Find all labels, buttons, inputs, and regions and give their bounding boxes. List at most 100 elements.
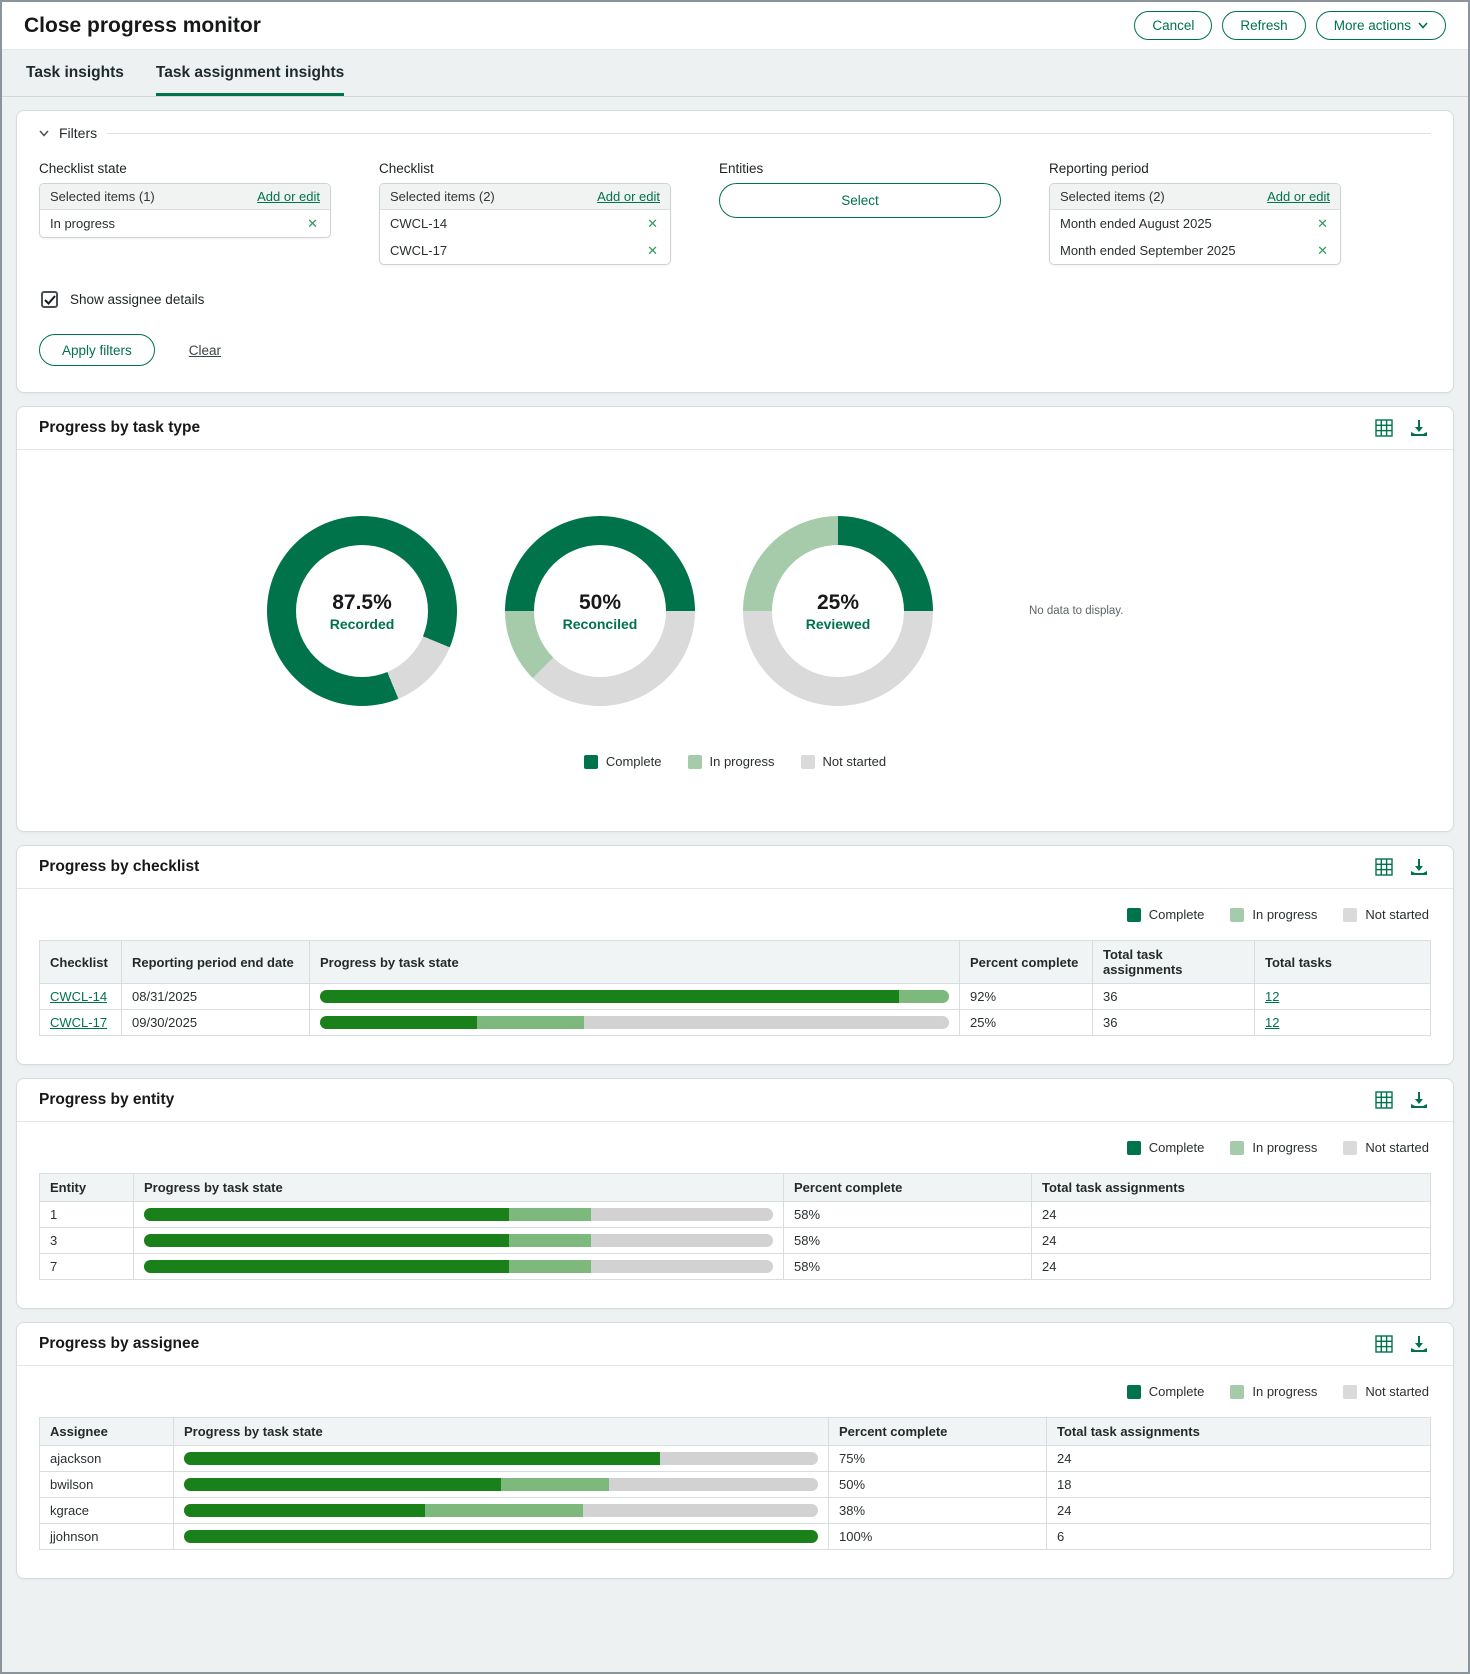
- column-header: Total tasks: [1254, 940, 1431, 984]
- download-icon[interactable]: [1409, 1090, 1429, 1110]
- panel-title: Progress by task type: [39, 419, 201, 436]
- end-date-cell: 08/31/2025: [121, 983, 310, 1010]
- percent-complete-cell: 58%: [783, 1201, 1032, 1228]
- table-view-icon[interactable]: [1374, 1334, 1394, 1354]
- legend-label: Not started: [1365, 1140, 1429, 1155]
- remove-item-icon[interactable]: ✕: [647, 243, 658, 258]
- donut-label: Reconciled: [562, 615, 638, 632]
- selected-item-label: In progress: [50, 216, 116, 231]
- legend-swatch: [800, 754, 815, 769]
- donut-center: 25% Reviewed: [772, 545, 904, 677]
- progress-segment-in-progress: [477, 1016, 585, 1029]
- legend-swatch: [1126, 1140, 1141, 1155]
- filter-label: Checklist state: [39, 161, 127, 176]
- assignee-cell: bwilson: [39, 1471, 174, 1498]
- add-or-edit-link[interactable]: Add or edit: [1267, 189, 1330, 204]
- total-tasks-link[interactable]: 12: [1265, 1015, 1280, 1030]
- table-view-icon[interactable]: [1374, 418, 1394, 438]
- percent-complete-cell: 38%: [828, 1497, 1047, 1524]
- chart-legend: Complete In progress Not started: [1126, 1140, 1429, 1155]
- percent-complete-cell: 50%: [828, 1471, 1047, 1498]
- filter-label: Reporting period: [1049, 161, 1149, 176]
- total-tasks-link[interactable]: 12: [1265, 989, 1280, 1004]
- selected-item-label: CWCL-17: [390, 243, 448, 258]
- tab-task-insights[interactable]: Task insights: [26, 64, 124, 81]
- filters-header[interactable]: Filters: [39, 125, 1431, 141]
- percent-complete-cell: 58%: [783, 1253, 1032, 1280]
- selected-items-box: Selected items (2) Add or edit Month end…: [1049, 183, 1341, 265]
- legend-label: Not started: [1365, 1384, 1429, 1399]
- table-row: kgrace 38% 24: [39, 1497, 1431, 1524]
- remove-item-icon[interactable]: ✕: [1317, 243, 1328, 258]
- selected-item: In progress ✕: [40, 210, 330, 237]
- apply-filters-button[interactable]: Apply filters: [39, 334, 155, 366]
- donut-label: Recorded: [329, 615, 395, 632]
- table-row: 1 58% 24: [39, 1201, 1431, 1228]
- no-data-message: No data to display.: [1029, 605, 1124, 617]
- progress-cell: [173, 1497, 829, 1524]
- show-assignee-details-checkbox[interactable]: [41, 291, 58, 308]
- table-row: jjohnson 100% 6: [39, 1523, 1431, 1550]
- column-header: Percent complete: [959, 940, 1093, 984]
- progress-segment-in-progress: [424, 1504, 584, 1517]
- legend-swatch: [1343, 1140, 1358, 1155]
- add-or-edit-link[interactable]: Add or edit: [257, 189, 320, 204]
- progress-cell: [133, 1253, 784, 1280]
- checklist-link[interactable]: CWCL-17: [50, 1015, 108, 1030]
- column-header: Percent complete: [783, 1173, 1032, 1202]
- legend-item: In progress: [1230, 907, 1317, 922]
- tab-task-assignment-insights[interactable]: Task assignment insights: [155, 64, 345, 96]
- progress-segment-complete: [320, 990, 899, 1003]
- column-header: Total task assignments: [1031, 1173, 1431, 1202]
- total-tasks-link: 12: [1254, 983, 1431, 1010]
- filter-label: Entities: [719, 161, 764, 176]
- cancel-button[interactable]: Cancel: [1134, 11, 1213, 40]
- table-view-icon[interactable]: [1374, 857, 1394, 877]
- legend-item: In progress: [687, 754, 775, 769]
- legend-item: Not started: [1343, 907, 1429, 922]
- progress-by-checklist-panel: Progress by checklist Complete In progres…: [16, 845, 1454, 1065]
- entity-cell: 7: [39, 1253, 134, 1280]
- legend-label: Not started: [822, 754, 887, 769]
- filter-label: Checklist: [379, 161, 434, 176]
- progress-segment-complete: [320, 1016, 478, 1029]
- progress-bar: [144, 1234, 773, 1247]
- donut-label: Reviewed: [805, 615, 871, 632]
- remove-item-icon[interactable]: ✕: [647, 216, 658, 231]
- legend-label: In progress: [1252, 907, 1318, 922]
- progress-cell: [173, 1445, 829, 1472]
- selected-items-count: Selected items (2): [1060, 189, 1165, 204]
- download-icon[interactable]: [1409, 857, 1429, 877]
- table-view-icon[interactable]: [1374, 1090, 1394, 1110]
- progress-bar: [320, 1016, 949, 1029]
- checklist-link[interactable]: CWCL-14: [50, 989, 108, 1004]
- clear-filters-link[interactable]: Clear: [188, 342, 222, 358]
- donut-center: 87.5% Recorded: [296, 545, 428, 677]
- selected-item-label: Month ended August 2025: [1060, 216, 1212, 231]
- total-assignments-cell: 36: [1092, 1009, 1255, 1036]
- add-or-edit-link[interactable]: Add or edit: [597, 189, 660, 204]
- legend-swatch: [1230, 1140, 1245, 1155]
- donut-chart-recorded: 87.5% Recorded: [267, 516, 457, 706]
- progress-segment-complete: [184, 1452, 660, 1465]
- progress-segment-complete: [184, 1478, 501, 1491]
- column-header: Total task assignments: [1046, 1417, 1431, 1446]
- percent-complete-cell: 100%: [828, 1523, 1047, 1550]
- refresh-button[interactable]: Refresh: [1222, 11, 1306, 40]
- legend-item: In progress: [1230, 1140, 1317, 1155]
- remove-item-icon[interactable]: ✕: [307, 216, 318, 231]
- selected-item: CWCL-14 ✕: [380, 210, 670, 237]
- progress-segment-complete: [184, 1530, 818, 1543]
- more-actions-button[interactable]: More actions: [1315, 11, 1446, 40]
- page-title: Close progress monitor: [24, 13, 261, 37]
- assignee-cell: jjohnson: [39, 1523, 174, 1550]
- column-header: Progress by task state: [173, 1417, 829, 1446]
- download-icon[interactable]: [1409, 418, 1429, 438]
- legend-swatch: [1343, 907, 1358, 922]
- download-icon[interactable]: [1409, 1334, 1429, 1354]
- entities-select-button[interactable]: Select: [719, 183, 1001, 218]
- column-header: Assignee: [39, 1417, 174, 1446]
- progress-bar: [144, 1260, 773, 1273]
- remove-item-icon[interactable]: ✕: [1317, 216, 1328, 231]
- progress-segment-in-progress: [898, 990, 949, 1003]
